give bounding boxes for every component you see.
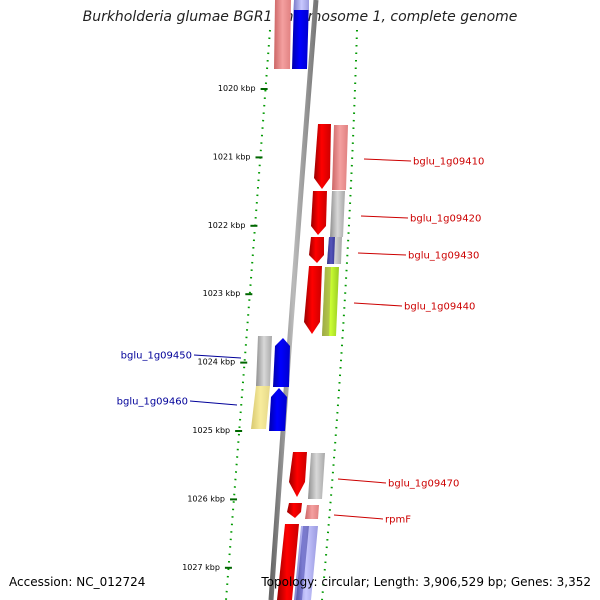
gene-block-top-pink[interactable]: [274, 0, 291, 69]
gene-arrow-rpmF[interactable]: [287, 503, 302, 518]
gene-block-top-lblue[interactable]: [294, 0, 309, 10]
gene-label-bglu_1g09440[interactable]: bglu_1g09440: [404, 302, 475, 313]
gene-label-layer: bglu_1g09410 bglu_1g09420 bglu_1g09430bglu…: [117, 157, 485, 526]
gene-block-bottom-red[interactable]: [277, 524, 299, 600]
kbp-tick-label: 1026 kbp: [187, 494, 225, 503]
chromosome-backbone: [268, 0, 319, 600]
kbp-tick-label: 1024 kbp: [198, 358, 236, 367]
gene-arrow-bglu_1g09450[interactable]: [273, 338, 290, 387]
gene-leader-line: [363, 158, 412, 162]
gene-block-rpmF[interactable]: [305, 505, 319, 519]
gene-leader-line: [333, 514, 384, 520]
gene-block-bottom-blue[interactable]: [296, 526, 309, 600]
accession-label: Accession: NC_012724: [9, 575, 146, 589]
gene-label-bglu_1g09460[interactable]: bglu_1g09460: [117, 397, 188, 408]
gene-block-bglu_1g09460[interactable]: [251, 386, 270, 429]
gene-label-bglu_1g09470[interactable]: bglu_1g09470: [388, 479, 459, 490]
gene-label-bglu_1g09450[interactable]: bglu_1g09450: [121, 351, 192, 362]
gene-block-bglu_1g09470[interactable]: [308, 453, 325, 499]
kbp-tick-label: 1023 kbp: [203, 289, 241, 298]
gene-block-bglu_1g09450[interactable]: [256, 336, 272, 386]
gene-block-top-blue[interactable]: [292, 0, 309, 69]
gene-arrow-bglu_1g09420[interactable]: [311, 191, 327, 235]
kbp-tick-label: 1020 kbp: [218, 84, 256, 93]
gene-leader-line: [357, 252, 407, 256]
gene-leader-line: [193, 354, 242, 359]
gene-arrow-bglu_1g09440[interactable]: [304, 266, 322, 334]
gene-arrow-bglu_1g09410[interactable]: [314, 124, 331, 189]
gene-label-bglu_1g09410[interactable]: bglu_1g09410: [413, 157, 484, 168]
gene-label-rpmF[interactable]: rpmF: [385, 515, 411, 526]
kbp-axis: 1020 kbp 1021 kbp 1022 kbp 1023 kbp 1024 kbp…: [182, 84, 268, 572]
gene-leader-line: [360, 215, 409, 219]
gene-block-bglu_1g09430-inner[interactable]: [327, 237, 335, 264]
kbp-tick-label: 1027 kbp: [182, 563, 220, 572]
gene-block-bglu_1g09420[interactable]: [330, 191, 345, 237]
kbp-tick-label: 1021 kbp: [213, 152, 251, 161]
gene-leader-line: [337, 478, 387, 484]
gene-label-bglu_1g09430[interactable]: bglu_1g09430: [408, 251, 479, 262]
gene-leader-line: [353, 302, 403, 307]
kbp-tick-label: 1022 kbp: [208, 221, 246, 230]
gene-arrow-bglu_1g09470[interactable]: [289, 452, 307, 497]
gene-arrow-bglu_1g09430[interactable]: [309, 237, 324, 263]
gene-block-bglu_1g09440-inner[interactable]: [322, 267, 331, 336]
gene-label-bglu_1g09420[interactable]: bglu_1g09420: [410, 214, 481, 225]
left-guide-arc: [225, 29, 271, 600]
gene-leader-line: [189, 400, 238, 406]
gene-arrow-bglu_1g09460[interactable]: [269, 388, 287, 431]
gene-block-bglu_1g09410[interactable]: [332, 125, 348, 190]
genome-summary: Topology: circular; Length: 3,906,529 bp…: [261, 575, 591, 589]
kbp-tick-label: 1025 kbp: [192, 426, 230, 435]
